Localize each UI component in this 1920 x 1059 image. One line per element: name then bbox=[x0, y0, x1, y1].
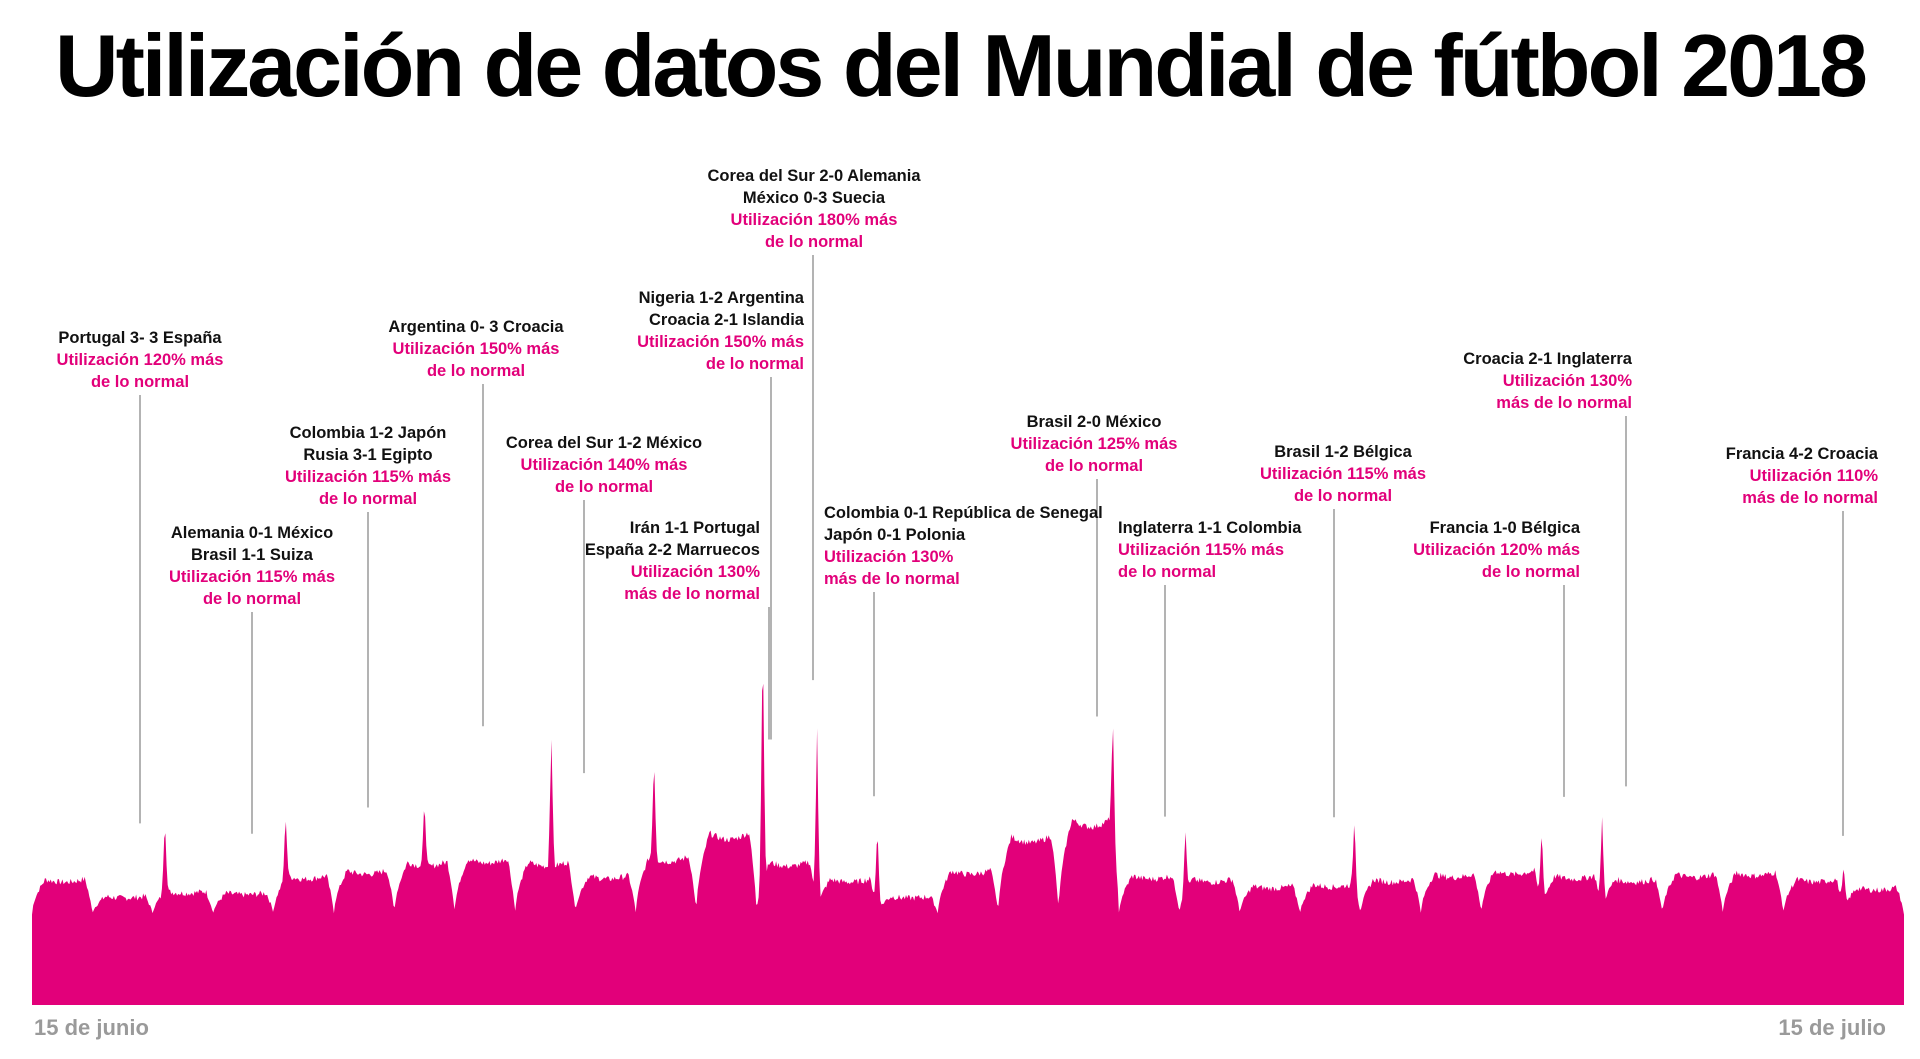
usage-increase-label: Utilización 130% bbox=[1503, 372, 1633, 390]
match-result-label: México 0-3 Suecia bbox=[743, 189, 886, 207]
data-usage-area bbox=[32, 683, 1904, 1005]
match-annotation: Portugal 3- 3 España Utilización 120% más… bbox=[57, 329, 224, 391]
match-annotation: Colombia 1-2 Japón Rusia 3-1 Egipto Utiliz… bbox=[285, 424, 451, 508]
match-annotation: Inglaterra 1-1 Colombia Utilización 115% … bbox=[1118, 519, 1302, 581]
match-result-label: Portugal 3- 3 España bbox=[58, 329, 222, 347]
x-end-label: 15 de julio bbox=[1778, 1015, 1886, 1040]
match-result-label: Brasil 2-0 México bbox=[1027, 413, 1162, 431]
x-start-label: 15 de junio bbox=[34, 1015, 149, 1040]
usage-increase-label: Utilización 115% más bbox=[1118, 541, 1284, 559]
match-result-label: Alemania 0-1 México bbox=[171, 524, 333, 542]
usage-increase-label: Utilización 180% más bbox=[731, 211, 898, 229]
match-result-label: Japón 0-1 Polonia bbox=[824, 526, 966, 544]
usage-increase-label: Utilización 120% más bbox=[57, 351, 224, 369]
usage-increase-label: más de lo normal bbox=[824, 570, 960, 588]
usage-increase-label: Utilización 115% más bbox=[1260, 465, 1426, 483]
match-result-label: Brasil 1-2 Bélgica bbox=[1274, 443, 1412, 461]
match-annotation: Brasil 2-0 México Utilización 125% más de … bbox=[1011, 413, 1178, 475]
match-annotation: Francia 4-2 Croacia Utilización 110% más d… bbox=[1726, 445, 1879, 507]
match-result-label: Croacia 2-1 Islandia bbox=[649, 311, 805, 329]
match-result-label: Rusia 3-1 Egipto bbox=[303, 446, 432, 464]
match-result-label: Francia 1-0 Bélgica bbox=[1430, 519, 1581, 537]
usage-increase-label: de lo normal bbox=[91, 373, 189, 391]
annotation-layer: Portugal 3- 3 España Utilización 120% más… bbox=[57, 167, 1879, 608]
match-annotation: Nigeria 1-2 Argentina Croacia 2-1 Islandi… bbox=[637, 289, 805, 373]
match-annotation: Argentina 0- 3 Croacia Utilización 150% m… bbox=[388, 318, 564, 380]
usage-increase-label: de lo normal bbox=[319, 490, 417, 508]
match-annotation: Croacia 2-1 Inglaterra Utilización 130% má… bbox=[1463, 350, 1633, 412]
match-result-label: Corea del Sur 2-0 Alemania bbox=[707, 167, 921, 185]
usage-increase-label: más de lo normal bbox=[1742, 489, 1878, 507]
leader-layer bbox=[139, 255, 1844, 836]
usage-increase-label: más de lo normal bbox=[624, 585, 760, 603]
match-annotation: Alemania 0-1 México Brasil 1-1 Suiza Utili… bbox=[169, 524, 335, 608]
match-annotation: Corea del Sur 1-2 México Utilización 140%… bbox=[506, 434, 702, 496]
usage-increase-label: Utilización 150% más bbox=[393, 340, 560, 358]
usage-increase-label: de lo normal bbox=[555, 478, 653, 496]
usage-increase-label: de lo normal bbox=[765, 233, 863, 251]
usage-increase-label: Utilización 115% más bbox=[169, 568, 335, 586]
match-result-label: Inglaterra 1-1 Colombia bbox=[1118, 519, 1302, 537]
usage-increase-label: de lo normal bbox=[1118, 563, 1216, 581]
chart-title: Utilización de datos del Mundial de fútb… bbox=[55, 16, 1868, 115]
usage-increase-label: Utilización 110% bbox=[1750, 467, 1879, 485]
usage-increase-label: de lo normal bbox=[1482, 563, 1580, 581]
usage-increase-label: Utilización 140% más bbox=[521, 456, 688, 474]
match-result-label: Irán 1-1 Portugal bbox=[630, 519, 760, 537]
usage-increase-label: de lo normal bbox=[1045, 457, 1143, 475]
match-annotation: Irán 1-1 Portugal España 2-2 Marruecos Uti… bbox=[585, 519, 760, 603]
match-result-label: Brasil 1-1 Suiza bbox=[191, 546, 314, 564]
match-annotation: Francia 1-0 Bélgica Utilización 120% más d… bbox=[1413, 519, 1581, 581]
match-result-label: Colombia 0-1 República de Senegal bbox=[824, 504, 1103, 522]
match-result-label: Colombia 1-2 Japón bbox=[290, 424, 447, 442]
usage-increase-label: de lo normal bbox=[203, 590, 301, 608]
match-annotation: Corea del Sur 2-0 Alemania México 0-3 Sue… bbox=[707, 167, 921, 251]
usage-increase-label: de lo normal bbox=[1294, 487, 1392, 505]
usage-increase-label: de lo normal bbox=[706, 355, 804, 373]
match-result-label: Argentina 0- 3 Croacia bbox=[388, 318, 564, 336]
area-layer bbox=[32, 683, 1904, 1005]
match-result-label: Francia 4-2 Croacia bbox=[1726, 445, 1879, 463]
match-annotation: Colombia 0-1 República de Senegal Japón 0… bbox=[824, 504, 1103, 588]
match-result-label: Croacia 2-1 Inglaterra bbox=[1463, 350, 1633, 368]
usage-increase-label: Utilización 120% más bbox=[1413, 541, 1580, 559]
match-result-label: Corea del Sur 1-2 México bbox=[506, 434, 702, 452]
match-annotation: Brasil 1-2 Bélgica Utilización 115% más de… bbox=[1260, 443, 1426, 505]
usage-increase-label: más de lo normal bbox=[1496, 394, 1632, 412]
usage-increase-label: Utilización 115% más bbox=[285, 468, 451, 486]
usage-increase-label: de lo normal bbox=[427, 362, 525, 380]
match-result-label: España 2-2 Marruecos bbox=[585, 541, 760, 559]
usage-increase-label: Utilización 125% más bbox=[1011, 435, 1178, 453]
usage-increase-label: Utilización 130% bbox=[631, 563, 761, 581]
usage-increase-label: Utilización 130% bbox=[824, 548, 954, 566]
usage-increase-label: Utilización 150% más bbox=[637, 333, 804, 351]
match-result-label: Nigeria 1-2 Argentina bbox=[639, 289, 805, 307]
